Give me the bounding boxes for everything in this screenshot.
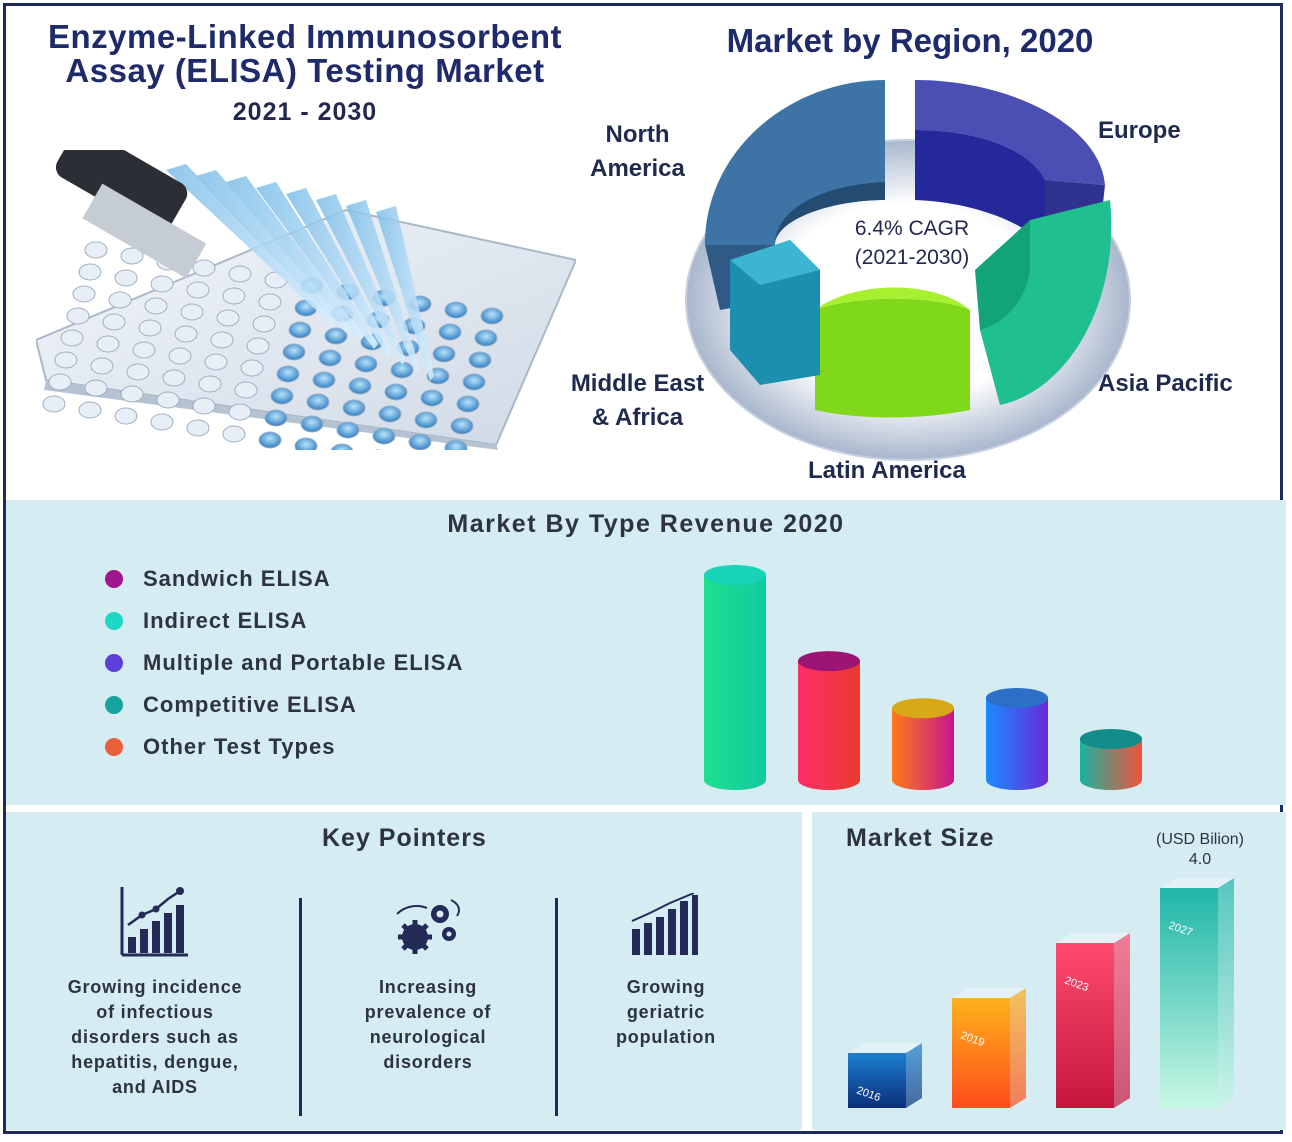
pointer-divider-2 bbox=[555, 898, 558, 1116]
elisa-plate-illustration bbox=[36, 150, 576, 450]
label-europe: Europe bbox=[1098, 117, 1181, 144]
legend-label: Multiple and Portable ELISA bbox=[143, 650, 464, 675]
pointer-infectious: Growing incidence of infectious disorder… bbox=[67, 977, 243, 1097]
legend-swatch bbox=[105, 654, 123, 672]
market-size-bar-2019: 2019 bbox=[952, 988, 1026, 1108]
main-title-line1: Enzyme-Linked Immunosorbent bbox=[47, 18, 563, 55]
value-label-2027: 4.0 bbox=[1188, 851, 1212, 868]
type-legend: Sandwich ELISA Indirect ELISA Multiple and… bbox=[105, 558, 463, 768]
legend-swatch bbox=[105, 612, 123, 630]
title-block: Enzyme-Linked Immunosorbent Assay (ELISA… bbox=[10, 20, 600, 127]
region-donut-chart: 6.4% CAGR (2021-2030) bbox=[685, 80, 1131, 461]
label-middle-east-africa: Middle East & Africa bbox=[570, 370, 705, 431]
type-bar-4 bbox=[1080, 729, 1142, 790]
market-size-bar-2023: 2023 bbox=[1056, 933, 1130, 1108]
market-size-chart: 2016 2019 2023 2027 bbox=[848, 878, 1234, 1108]
legend-item: Multiple and Portable ELISA bbox=[105, 642, 463, 684]
key-pointers-title: Key Pointers bbox=[322, 824, 487, 852]
market-size-bar-2016: 2016 bbox=[848, 1043, 922, 1108]
title-years: 2021 - 2030 bbox=[232, 98, 378, 126]
type-revenue-section: Market By Type Revenue 2020 bbox=[6, 500, 1286, 805]
legend-swatch bbox=[105, 738, 123, 756]
label-asia-pacific: Asia Pacific bbox=[1098, 370, 1233, 397]
gears-icon bbox=[396, 899, 460, 954]
segment-europe bbox=[915, 80, 1105, 185]
segment-latin-america bbox=[815, 298, 970, 418]
segment-asia-pacific bbox=[980, 200, 1112, 405]
label-north-america: North America bbox=[590, 121, 685, 182]
bar-growth-icon bbox=[631, 893, 698, 955]
legend-label: Indirect ELISA bbox=[143, 608, 308, 633]
pointer-geriatric: Growing geriatric population bbox=[616, 977, 716, 1047]
type-bar-1 bbox=[798, 651, 860, 790]
legend-label: Sandwich ELISA bbox=[143, 566, 331, 591]
main-title-line2: Assay (ELISA) Testing Market bbox=[65, 52, 545, 89]
market-size-title: Market Size bbox=[846, 824, 995, 852]
market-size-bar-2027: 2027 bbox=[1160, 878, 1234, 1108]
type-bar-0 bbox=[704, 565, 766, 790]
growth-chart-icon bbox=[120, 887, 188, 957]
cagr-line1: 6.4% CAGR bbox=[855, 217, 969, 240]
type-section-title: Market By Type Revenue 2020 bbox=[447, 510, 845, 538]
pointer-neurological: Increasing prevalence of neurological di… bbox=[364, 977, 492, 1072]
legend-label: Other Test Types bbox=[143, 734, 336, 759]
legend-label: Competitive ELISA bbox=[143, 692, 357, 717]
type-bar-2 bbox=[892, 698, 954, 790]
legend-item: Other Test Types bbox=[105, 726, 463, 768]
type-bar-3 bbox=[986, 688, 1048, 790]
label-latin-america: Latin America bbox=[808, 457, 966, 484]
legend-swatch bbox=[105, 696, 123, 714]
pointer-divider-1 bbox=[299, 898, 302, 1116]
region-chart-title: Market by Region, 2020 bbox=[726, 22, 1094, 59]
cagr-line2: (2021-2030) bbox=[855, 246, 969, 269]
market-size-unit: (USD Bilion) 4.0 bbox=[1140, 830, 1260, 870]
legend-item: Competitive ELISA bbox=[105, 684, 463, 726]
legend-item: Sandwich ELISA bbox=[105, 558, 463, 600]
key-pointers-panel: Key Pointers bbox=[6, 812, 802, 1130]
legend-swatch bbox=[105, 570, 123, 588]
legend-item: Indirect ELISA bbox=[105, 600, 463, 642]
type-cylinder-chart bbox=[704, 565, 1142, 790]
